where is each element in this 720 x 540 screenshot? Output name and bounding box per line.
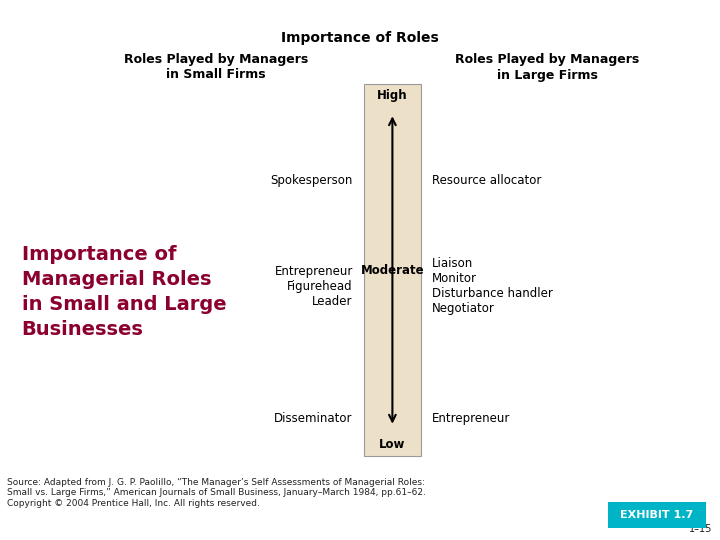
Text: Importance of Roles: Importance of Roles [281,31,439,45]
Text: Spokesperson: Spokesperson [271,174,353,187]
Text: 1–15: 1–15 [690,523,713,534]
Text: Roles Played by Managers
in Large Firms: Roles Played by Managers in Large Firms [455,53,639,82]
Text: Roles Played by Managers
in Small Firms: Roles Played by Managers in Small Firms [124,53,308,82]
Text: Source: Adapted from J. G. P. Paolillo, “The Manager’s Self Assessments of Manag: Source: Adapted from J. G. P. Paolillo, … [7,478,426,508]
Text: Entrepreneur
Figurehead
Leader: Entrepreneur Figurehead Leader [274,265,353,308]
Text: Importance of
Managerial Roles
in Small and Large
Businesses: Importance of Managerial Roles in Small … [22,245,226,339]
Text: Liaison
Monitor
Disturbance handler
Negotiator: Liaison Monitor Disturbance handler Nego… [432,257,553,315]
Text: Resource allocator: Resource allocator [432,174,541,187]
Text: Moderate: Moderate [361,264,424,276]
Text: Disseminator: Disseminator [274,412,353,425]
Bar [608,502,706,528]
Text: High: High [377,89,408,102]
Text: EXHIBIT 1.7: EXHIBIT 1.7 [621,510,693,520]
Text: Entrepreneur: Entrepreneur [432,412,510,425]
Text: Low: Low [379,438,405,451]
Bar [364,84,421,456]
